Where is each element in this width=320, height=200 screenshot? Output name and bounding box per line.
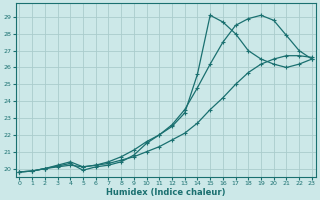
X-axis label: Humidex (Indice chaleur): Humidex (Indice chaleur): [106, 188, 225, 197]
